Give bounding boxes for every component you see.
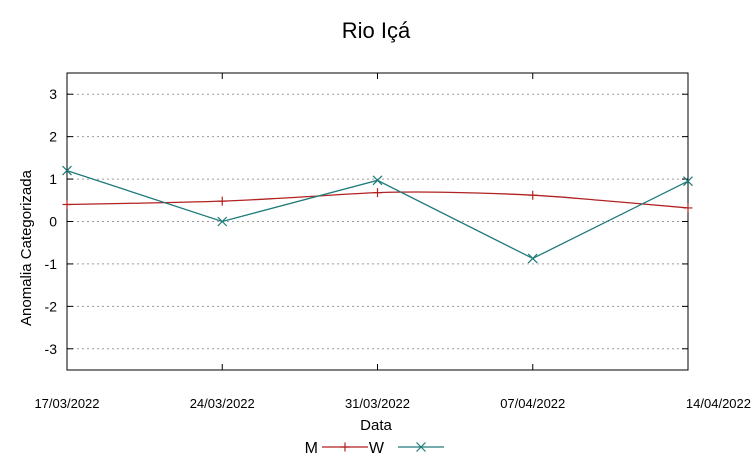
chart-title: Rio Içá	[342, 18, 411, 43]
data-point-w	[62, 165, 72, 176]
series-group	[62, 165, 693, 264]
x-tick-label: 14/04/2022	[686, 396, 751, 411]
y-tick-label: -2	[45, 298, 58, 314]
x-axis-label: Data	[360, 417, 392, 434]
grid-lines	[67, 93, 688, 350]
legend-item-w: W	[369, 440, 444, 457]
y-axis-label: Anomalia Categorizada	[18, 169, 35, 326]
y-axis-ticks: 3 2 1 0 -1 -2 -3	[45, 86, 688, 357]
y-tick-label: -3	[45, 341, 58, 357]
y-tick-label: 3	[49, 86, 57, 102]
data-point-m	[217, 196, 227, 206]
y-tick-label: 2	[49, 129, 57, 145]
legend-marker-w	[416, 442, 426, 452]
data-point-w	[217, 216, 228, 227]
series-m	[62, 188, 693, 213]
data-point-m	[683, 203, 693, 213]
y-tick-label: 0	[49, 214, 57, 230]
x-tick-label: 17/03/2022	[34, 396, 99, 411]
x-tick-label: 07/04/2022	[500, 396, 565, 411]
data-point-w	[683, 176, 693, 187]
x-axis-ticks: 17/03/2022 24/03/2022 31/03/2022 07/04/2022…	[34, 73, 751, 411]
series-w	[62, 165, 693, 264]
data-point-m	[62, 200, 72, 210]
x-tick-label: 31/03/2022	[345, 396, 410, 411]
y-tick-label: 1	[49, 171, 57, 187]
legend-marker-m	[340, 442, 350, 452]
legend-label-w: W	[369, 440, 385, 457]
data-point-w	[527, 253, 538, 264]
y-tick-label: -1	[45, 256, 58, 272]
data-point-m	[528, 190, 538, 200]
x-tick-label: 24/03/2022	[190, 396, 255, 411]
data-point-w	[372, 175, 383, 186]
series-line-w	[66, 169, 689, 260]
data-point-m	[373, 188, 382, 198]
legend-item-m: M	[305, 440, 368, 457]
legend-label-m: M	[305, 440, 318, 457]
